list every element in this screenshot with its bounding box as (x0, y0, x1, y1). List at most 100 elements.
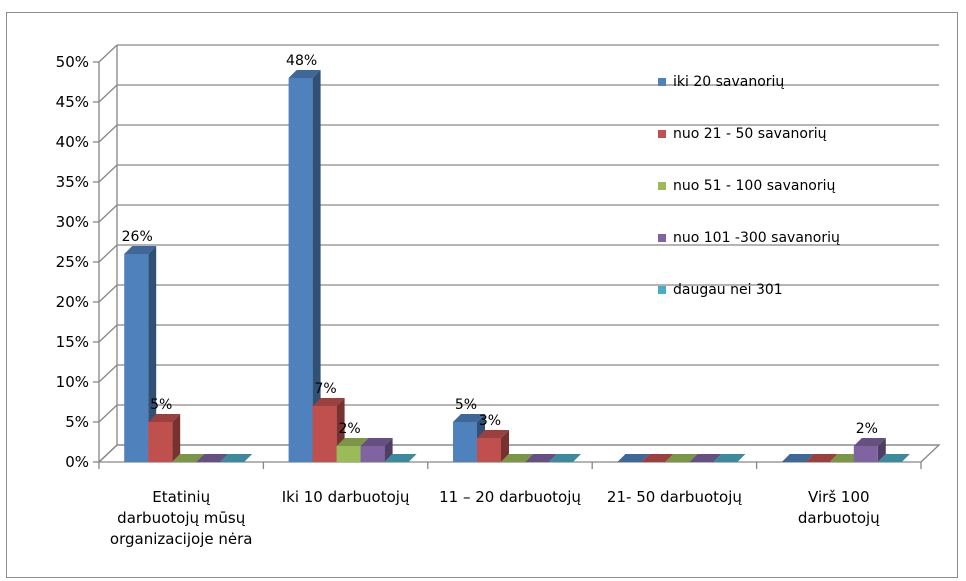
gridline-side (98, 164, 118, 183)
bar (877, 454, 910, 462)
bar-top (665, 454, 698, 462)
y-tick-label: 30% (56, 213, 89, 231)
bar-top (877, 454, 910, 462)
legend-label: daugau nei 301 (673, 282, 783, 298)
bar-front (360, 446, 385, 462)
bar (665, 454, 698, 462)
bar (525, 454, 557, 462)
bar-front (148, 422, 173, 462)
bar-top (360, 438, 393, 446)
x-category-label: 11 – 20 darbuotojų (439, 488, 581, 506)
legend-swatch (658, 182, 666, 190)
gridline-side (98, 404, 118, 423)
bar-side (501, 430, 509, 462)
bar-front (288, 78, 313, 462)
data-label: 3% (479, 413, 501, 429)
bar-front (124, 254, 149, 462)
bar (312, 398, 345, 462)
bar-top (617, 454, 650, 462)
bar (689, 454, 722, 462)
bar (220, 454, 253, 462)
bar-top (805, 454, 838, 462)
bar-top (312, 398, 345, 406)
legend-label: nuo 21 - 50 savanorių (673, 126, 827, 142)
bar-top (384, 454, 417, 462)
bar-top (853, 438, 886, 446)
bar (148, 414, 181, 462)
y-tick-label: 50% (56, 53, 89, 71)
bar-top (525, 454, 557, 462)
data-label: 7% (314, 381, 336, 397)
gridline-side (98, 84, 118, 103)
bar-top (477, 430, 509, 438)
legend-swatch (658, 78, 666, 86)
bar (805, 454, 838, 462)
bar (853, 438, 886, 462)
legend-swatch (658, 130, 666, 138)
y-tick-label: 25% (56, 253, 89, 271)
gridline-side (98, 324, 118, 343)
legend-label: nuo 51 - 100 savanorių (673, 178, 836, 194)
bar-top (501, 454, 533, 462)
legend-swatch (658, 286, 666, 294)
y-tick-label: 5% (65, 413, 89, 431)
legend-swatch (658, 234, 666, 242)
bar-top (124, 246, 157, 254)
y-tick-label: 10% (56, 373, 89, 391)
gridline-side (98, 284, 118, 303)
x-category-label: Virš 100 (808, 488, 869, 506)
y-tick-label: 0% (65, 453, 89, 471)
x-category-label: 21- 50 darbuotojų (607, 488, 742, 506)
bar-front (477, 438, 501, 462)
bar-front (312, 406, 337, 462)
gridline-side (98, 364, 118, 383)
gridline-side (98, 124, 118, 143)
bar-top (196, 454, 229, 462)
bar-top (781, 454, 814, 462)
gridline-side (98, 44, 118, 63)
bar-top (549, 454, 581, 462)
data-label: 48% (286, 53, 317, 69)
bar (617, 454, 650, 462)
bar (781, 454, 814, 462)
data-label: 2% (338, 421, 360, 437)
data-label: 5% (150, 397, 172, 413)
bar (477, 430, 509, 462)
x-category-label: organizacijoje nėra (110, 530, 253, 548)
data-label: 5% (455, 397, 477, 413)
bar (172, 454, 205, 462)
bar (713, 454, 746, 462)
bar (196, 454, 229, 462)
x-category-label: Etatinių (152, 488, 210, 506)
gridline-side (98, 204, 118, 223)
bar (549, 454, 581, 462)
legend-label: iki 20 savanorių (673, 74, 784, 90)
y-tick-label: 35% (56, 173, 89, 191)
chart-frame (6, 12, 958, 578)
bar-side (148, 246, 157, 462)
bar-side (172, 414, 181, 462)
bar (124, 246, 157, 462)
data-label: 2% (856, 421, 878, 437)
bar (641, 454, 674, 462)
bar (501, 454, 533, 462)
bar-front (453, 422, 477, 462)
bar-front (336, 446, 361, 462)
bar-top (220, 454, 253, 462)
y-tick-label: 40% (56, 133, 89, 151)
bar-top (172, 454, 205, 462)
bar-top (288, 70, 321, 78)
bar-top (453, 414, 485, 422)
bar (360, 438, 393, 462)
bar-top (148, 414, 181, 422)
bar (288, 70, 321, 462)
x-category-label: darbuotojų mūsų (117, 509, 246, 527)
bar-top (641, 454, 674, 462)
x-category-label: Iki 10 darbuotojų (282, 488, 410, 506)
y-tick-label: 45% (56, 93, 89, 111)
y-tick-label: 20% (56, 293, 89, 311)
gridline-side (98, 244, 118, 263)
bar (384, 454, 417, 462)
y-tick-label: 15% (56, 333, 89, 351)
